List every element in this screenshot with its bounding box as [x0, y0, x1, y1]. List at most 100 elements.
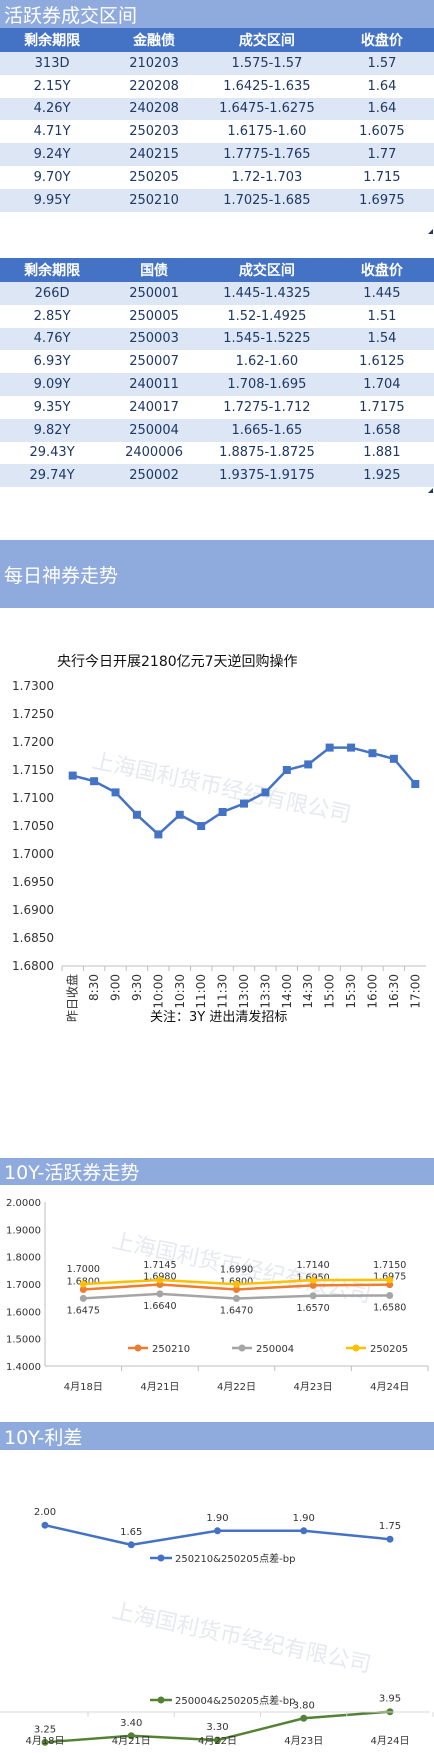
table-row: 9.09Y 240011 1.708-1.695 1.704 — [0, 373, 434, 396]
x-tick-label: 14:30 — [301, 974, 315, 1009]
data-point — [386, 1281, 394, 1289]
table-cell: 4.26Y — [0, 97, 105, 121]
table-cell: 250005 — [104, 304, 204, 328]
table-row: 313D 210203 1.575-1.57 1.57 — [0, 52, 434, 75]
table-cell: 250205 — [104, 165, 204, 189]
x-tick-label: 4月21日 — [140, 1381, 179, 1393]
data-label: 1.7150 — [373, 1260, 406, 1271]
data-point — [111, 788, 120, 797]
section-title-text: 10Y-活跃券走势 — [4, 1162, 140, 1184]
data-point — [214, 1527, 221, 1535]
y-tick-label: 1.7050 — [12, 819, 54, 833]
table-cell: 1.7175 — [329, 395, 434, 419]
financial-bond-table: 剩余期限 金融债 成交区间 收盘价 313D 210203 1.575-1.57 1.57 2… — [0, 28, 434, 212]
table-cell: 1.6475-1.6275 — [203, 97, 330, 121]
table-cell: 1.52-1.4925 — [203, 304, 330, 328]
table-cell: 240215 — [104, 143, 204, 166]
legend-label: 250004 — [256, 1344, 294, 1355]
x-tick-label: 昨日收盘 — [65, 974, 80, 1022]
data-point — [175, 810, 184, 819]
x-tick-label: 9:00 — [109, 974, 123, 1001]
data-label: 1.6640 — [143, 1301, 176, 1312]
table-header-row: 剩余期限 金融债 成交区间 收盘价 — [0, 28, 434, 52]
table-cell: 250004 — [104, 418, 204, 442]
x-tick-label: 16:00 — [365, 974, 379, 1009]
x-tick-label: 17:00 — [408, 974, 422, 1009]
table-cell: 210203 — [104, 52, 204, 75]
table-cell: 29.43Y — [0, 441, 105, 465]
section-title-daily-bond-trend: 每日神券走势 — [0, 540, 434, 608]
data-point — [233, 1285, 240, 1293]
table-cell: 9.35Y — [0, 395, 105, 419]
table-cell: 1.6175-1.60 — [203, 120, 330, 144]
legend-marker — [238, 1344, 246, 1352]
table-cell: 4.71Y — [0, 120, 105, 144]
data-label: 1.75 — [379, 1521, 401, 1532]
table-cell: 9.09Y — [0, 373, 105, 396]
table-cell: 2400006 — [104, 441, 204, 465]
y-tick-label: 1.6950 — [12, 875, 54, 889]
x-tick-label: 4月22日 — [217, 1381, 256, 1393]
table-cell: 1.54 — [329, 327, 434, 351]
table-cell: 313D — [0, 52, 105, 75]
table-cell: 1.7775-1.765 — [203, 143, 330, 166]
column-header: 收盘价 — [329, 28, 434, 52]
section-title-10y-spread: 10Y-利差 — [0, 1422, 434, 1450]
x-tick-label: 4月21日 — [112, 1735, 151, 1747]
y-tick-label: 1.6000 — [6, 1307, 41, 1318]
table-cell: 1.445 — [329, 282, 434, 305]
y-tick-label: 1.7150 — [12, 763, 54, 777]
data-point — [127, 1541, 135, 1549]
table-row: 9.24Y 240215 1.7775-1.765 1.77 — [0, 143, 434, 166]
data-point — [300, 1527, 308, 1535]
x-tick-label: 9:30 — [130, 974, 144, 1001]
x-tick-label: 11:00 — [194, 974, 208, 1009]
table-cell: 1.715 — [329, 165, 434, 189]
table-cell: 250203 — [104, 120, 204, 144]
table-cell: 1.72-1.703 — [203, 165, 330, 189]
table-cell: 1.665-1.65 — [203, 418, 330, 442]
data-point — [79, 1280, 87, 1288]
x-tick-label: 15:00 — [323, 974, 337, 1009]
table-cell: 250002 — [104, 464, 204, 488]
x-tick-label: 10:30 — [173, 974, 187, 1009]
x-tick-label: 4月23日 — [294, 1381, 333, 1393]
data-label: 1.6570 — [296, 1303, 329, 1314]
data-point — [154, 830, 163, 839]
column-header: 国债 — [104, 258, 204, 282]
legend-marker — [352, 1344, 360, 1352]
data-label: 1.6470 — [220, 1305, 253, 1316]
data-point — [233, 1294, 240, 1302]
data-label: 2.00 — [34, 1507, 56, 1518]
table-cell: 266D — [0, 282, 105, 305]
data-label: 3.30 — [206, 1722, 228, 1733]
table-row: 9.35Y 240017 1.7275-1.712 1.7175 — [0, 395, 434, 419]
column-header: 金融债 — [104, 28, 204, 52]
x-tick-label: 4月23日 — [284, 1735, 323, 1747]
legend-label: 250210&250205点差-bp — [175, 1552, 295, 1565]
x-tick-label: 14:00 — [280, 974, 294, 1009]
chart1-annotation: 关注：3Y 进出清发招标 — [150, 1010, 288, 1025]
table-cell: 1.575-1.57 — [203, 52, 330, 75]
table-row: 266D 250001 1.445-1.4325 1.445 — [0, 282, 434, 305]
table-cell: 1.64 — [329, 97, 434, 121]
table-row: 29.74Y 250002 1.9375-1.9175 1.925 — [0, 464, 434, 488]
data-point — [79, 1294, 87, 1302]
x-tick-label: 16:30 — [387, 974, 401, 1009]
x-tick-label: 13:30 — [258, 974, 272, 1009]
table-cell: 1.925 — [329, 464, 434, 488]
table-cell: 1.8875-1.8725 — [203, 441, 330, 465]
data-point — [309, 1292, 317, 1300]
table-cell: 240208 — [104, 97, 204, 121]
table-row: 4.71Y 250203 1.6175-1.60 1.6075 — [0, 120, 434, 144]
data-point — [41, 1521, 49, 1529]
chart1-title: 央行今日开展2180亿元7天逆回购操作 — [57, 654, 298, 670]
table-row: 4.26Y 240208 1.6475-1.6275 1.64 — [0, 97, 434, 121]
table-cell: 1.64 — [329, 74, 434, 98]
table-header-row: 剩余期限 国债 成交区间 收盘价 — [0, 258, 434, 282]
series-line — [72, 746, 417, 837]
data-label: 1.7000 — [67, 1264, 100, 1275]
data-point — [411, 780, 420, 788]
x-tick-label: 4月24日 — [370, 1735, 409, 1747]
table-cell: 1.77 — [329, 143, 434, 166]
